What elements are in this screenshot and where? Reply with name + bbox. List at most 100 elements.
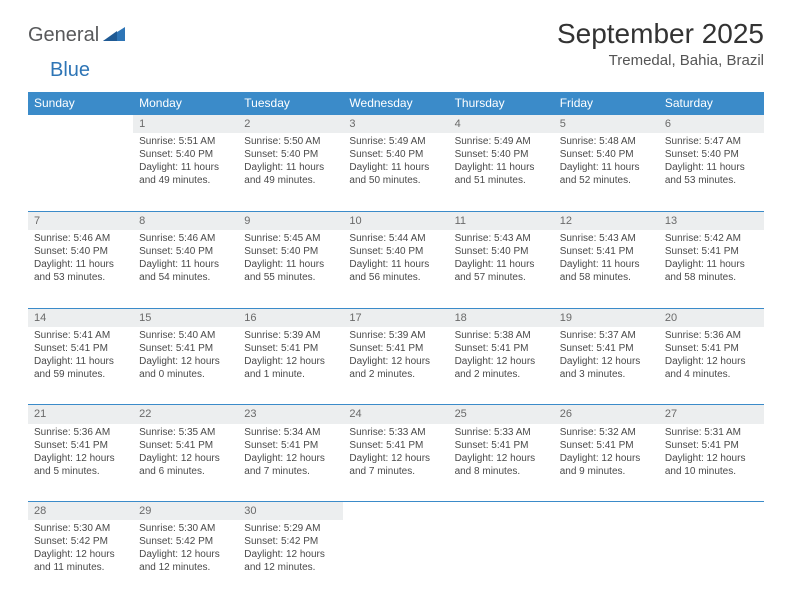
day-number: 2 xyxy=(238,115,343,133)
weekday-header: Friday xyxy=(554,92,659,115)
day-body: Sunrise: 5:34 AMSunset: 5:41 PMDaylight:… xyxy=(238,424,343,484)
sunset-line: Sunset: 5:40 PM xyxy=(244,148,337,161)
sunset-line: Sunset: 5:41 PM xyxy=(560,245,653,258)
sunset-line: Sunset: 5:42 PM xyxy=(244,535,337,548)
sunset-line: Sunset: 5:41 PM xyxy=(139,342,232,355)
day-cell: Sunrise: 5:33 AMSunset: 5:41 PMDaylight:… xyxy=(449,424,554,502)
day-number: 17 xyxy=(343,309,448,327)
location: Tremedal, Bahia, Brazil xyxy=(557,52,764,69)
day-number-cell: 26 xyxy=(554,405,659,424)
day-cell: Sunrise: 5:43 AMSunset: 5:40 PMDaylight:… xyxy=(449,230,554,308)
daylight-line: Daylight: 11 hours and 49 minutes. xyxy=(139,161,232,187)
day-number-cell: 23 xyxy=(238,405,343,424)
day-body: Sunrise: 5:33 AMSunset: 5:41 PMDaylight:… xyxy=(449,424,554,484)
day-cell: Sunrise: 5:30 AMSunset: 5:42 PMDaylight:… xyxy=(133,520,238,598)
day-number-cell: 24 xyxy=(343,405,448,424)
day-number-cell: 13 xyxy=(659,211,764,230)
day-cell: Sunrise: 5:51 AMSunset: 5:40 PMDaylight:… xyxy=(133,133,238,211)
day-cell: Sunrise: 5:33 AMSunset: 5:41 PMDaylight:… xyxy=(343,424,448,502)
day-number-cell: 21 xyxy=(28,405,133,424)
day-body: Sunrise: 5:30 AMSunset: 5:42 PMDaylight:… xyxy=(28,520,133,580)
daylight-line: Daylight: 11 hours and 49 minutes. xyxy=(244,161,337,187)
sunrise-line: Sunrise: 5:39 AM xyxy=(244,329,337,342)
sunset-line: Sunset: 5:40 PM xyxy=(560,148,653,161)
daylight-line: Daylight: 11 hours and 54 minutes. xyxy=(139,258,232,284)
day-number-cell: 4 xyxy=(449,115,554,134)
day-number: 14 xyxy=(28,309,133,327)
day-cell: Sunrise: 5:39 AMSunset: 5:41 PMDaylight:… xyxy=(238,327,343,405)
sunrise-line: Sunrise: 5:45 AM xyxy=(244,232,337,245)
day-cell: Sunrise: 5:49 AMSunset: 5:40 PMDaylight:… xyxy=(343,133,448,211)
day-cell: Sunrise: 5:34 AMSunset: 5:41 PMDaylight:… xyxy=(238,424,343,502)
sunset-line: Sunset: 5:40 PM xyxy=(349,245,442,258)
logo-text-general: General xyxy=(28,24,99,47)
daylight-line: Daylight: 11 hours and 52 minutes. xyxy=(560,161,653,187)
daynum-row: 123456 xyxy=(28,115,764,134)
day-number: 27 xyxy=(659,405,764,423)
day-number-cell: 2 xyxy=(238,115,343,134)
sunrise-line: Sunrise: 5:41 AM xyxy=(34,329,127,342)
sunrise-line: Sunrise: 5:47 AM xyxy=(665,135,758,148)
sunset-line: Sunset: 5:41 PM xyxy=(665,439,758,452)
day-cell: Sunrise: 5:46 AMSunset: 5:40 PMDaylight:… xyxy=(28,230,133,308)
day-body: Sunrise: 5:38 AMSunset: 5:41 PMDaylight:… xyxy=(449,327,554,387)
day-number: 25 xyxy=(449,405,554,423)
sunset-line: Sunset: 5:41 PM xyxy=(665,342,758,355)
day-number-cell: 9 xyxy=(238,211,343,230)
day-number-cell: 29 xyxy=(133,502,238,521)
daylight-line: Daylight: 12 hours and 7 minutes. xyxy=(244,452,337,478)
sunset-line: Sunset: 5:41 PM xyxy=(349,342,442,355)
day-number-cell: 28 xyxy=(28,502,133,521)
daynum-row: 21222324252627 xyxy=(28,405,764,424)
day-body: Sunrise: 5:40 AMSunset: 5:41 PMDaylight:… xyxy=(133,327,238,387)
day-number-cell: 25 xyxy=(449,405,554,424)
sunrise-line: Sunrise: 5:30 AM xyxy=(34,522,127,535)
day-number xyxy=(449,502,554,506)
day-number: 26 xyxy=(554,405,659,423)
sunrise-line: Sunrise: 5:50 AM xyxy=(244,135,337,148)
day-cell: Sunrise: 5:44 AMSunset: 5:40 PMDaylight:… xyxy=(343,230,448,308)
day-body: Sunrise: 5:42 AMSunset: 5:41 PMDaylight:… xyxy=(659,230,764,290)
daylight-line: Daylight: 12 hours and 12 minutes. xyxy=(244,548,337,574)
day-cell xyxy=(554,520,659,598)
sunset-line: Sunset: 5:41 PM xyxy=(34,342,127,355)
day-number-cell: 11 xyxy=(449,211,554,230)
day-body: Sunrise: 5:47 AMSunset: 5:40 PMDaylight:… xyxy=(659,133,764,193)
daylight-line: Daylight: 12 hours and 0 minutes. xyxy=(139,355,232,381)
day-number-cell: 5 xyxy=(554,115,659,134)
day-body: Sunrise: 5:33 AMSunset: 5:41 PMDaylight:… xyxy=(343,424,448,484)
daylight-line: Daylight: 12 hours and 9 minutes. xyxy=(560,452,653,478)
day-cell: Sunrise: 5:50 AMSunset: 5:40 PMDaylight:… xyxy=(238,133,343,211)
day-body: Sunrise: 5:48 AMSunset: 5:40 PMDaylight:… xyxy=(554,133,659,193)
day-number: 19 xyxy=(554,309,659,327)
logo: General xyxy=(28,24,127,47)
day-cell: Sunrise: 5:41 AMSunset: 5:41 PMDaylight:… xyxy=(28,327,133,405)
day-body: Sunrise: 5:35 AMSunset: 5:41 PMDaylight:… xyxy=(133,424,238,484)
sunrise-line: Sunrise: 5:43 AM xyxy=(455,232,548,245)
sunset-line: Sunset: 5:40 PM xyxy=(349,148,442,161)
daylight-line: Daylight: 11 hours and 53 minutes. xyxy=(665,161,758,187)
day-number: 6 xyxy=(659,115,764,133)
day-body: Sunrise: 5:49 AMSunset: 5:40 PMDaylight:… xyxy=(343,133,448,193)
day-cell: Sunrise: 5:35 AMSunset: 5:41 PMDaylight:… xyxy=(133,424,238,502)
day-number: 20 xyxy=(659,309,764,327)
day-body: Sunrise: 5:29 AMSunset: 5:42 PMDaylight:… xyxy=(238,520,343,580)
sunrise-line: Sunrise: 5:46 AM xyxy=(139,232,232,245)
day-body: Sunrise: 5:39 AMSunset: 5:41 PMDaylight:… xyxy=(343,327,448,387)
sunset-line: Sunset: 5:41 PM xyxy=(349,439,442,452)
day-number: 7 xyxy=(28,212,133,230)
daylight-line: Daylight: 11 hours and 53 minutes. xyxy=(34,258,127,284)
day-body: Sunrise: 5:37 AMSunset: 5:41 PMDaylight:… xyxy=(554,327,659,387)
sunset-line: Sunset: 5:42 PM xyxy=(34,535,127,548)
sunrise-line: Sunrise: 5:33 AM xyxy=(455,426,548,439)
sunset-line: Sunset: 5:41 PM xyxy=(244,439,337,452)
day-number xyxy=(343,502,448,506)
daylight-line: Daylight: 12 hours and 11 minutes. xyxy=(34,548,127,574)
day-number: 3 xyxy=(343,115,448,133)
day-number: 29 xyxy=(133,502,238,520)
sunset-line: Sunset: 5:40 PM xyxy=(139,148,232,161)
daylight-line: Daylight: 11 hours and 58 minutes. xyxy=(560,258,653,284)
content-row: Sunrise: 5:46 AM Sunset: 5:40 PM Daylight:… xyxy=(28,230,764,308)
sunrise-line: Sunrise: 5:39 AM xyxy=(349,329,442,342)
day-body: Sunrise: 5:43 AMSunset: 5:40 PMDaylight:… xyxy=(449,230,554,290)
